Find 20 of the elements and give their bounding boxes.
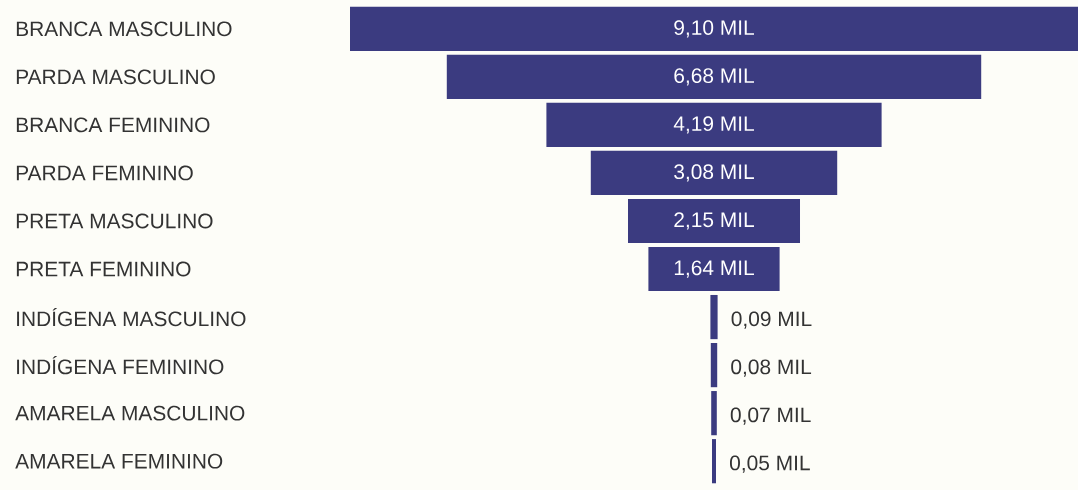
category-label: AMARELA MASCULINO <box>15 405 245 421</box>
data-label: 0,05 MIL <box>729 455 810 473</box>
data-label: 3,08 MIL <box>674 164 754 182</box>
category-label: PRETA FEMININO <box>16 261 191 277</box>
category-label: INDÍGENA MASCULINO <box>17 307 246 327</box>
category-label: BRANCA FEMININO <box>16 117 210 133</box>
data-label: 6,68 MIL <box>674 68 754 86</box>
data-label: 1,64 MIL <box>674 260 754 278</box>
data-label: 2,15 MIL <box>674 212 754 230</box>
data-label: 0,07 MIL <box>730 407 811 425</box>
data-label: 0,08 MIL <box>731 359 812 377</box>
data-label: 0,09 MIL <box>731 311 812 329</box>
category-label: AMARELA FEMININO <box>15 453 223 469</box>
category-label: BRANCA MASCULINO <box>16 21 232 37</box>
category-label: PRETA MASCULINO <box>16 213 213 229</box>
data-label: 9,10 MIL <box>674 20 754 38</box>
category-label: PARDA MASCULINO <box>16 69 215 85</box>
category-label: INDÍGENA FEMININO <box>17 355 224 375</box>
category-label: PARDA FEMININO <box>16 165 193 181</box>
data-label: 4,19 MIL <box>673 116 754 134</box>
